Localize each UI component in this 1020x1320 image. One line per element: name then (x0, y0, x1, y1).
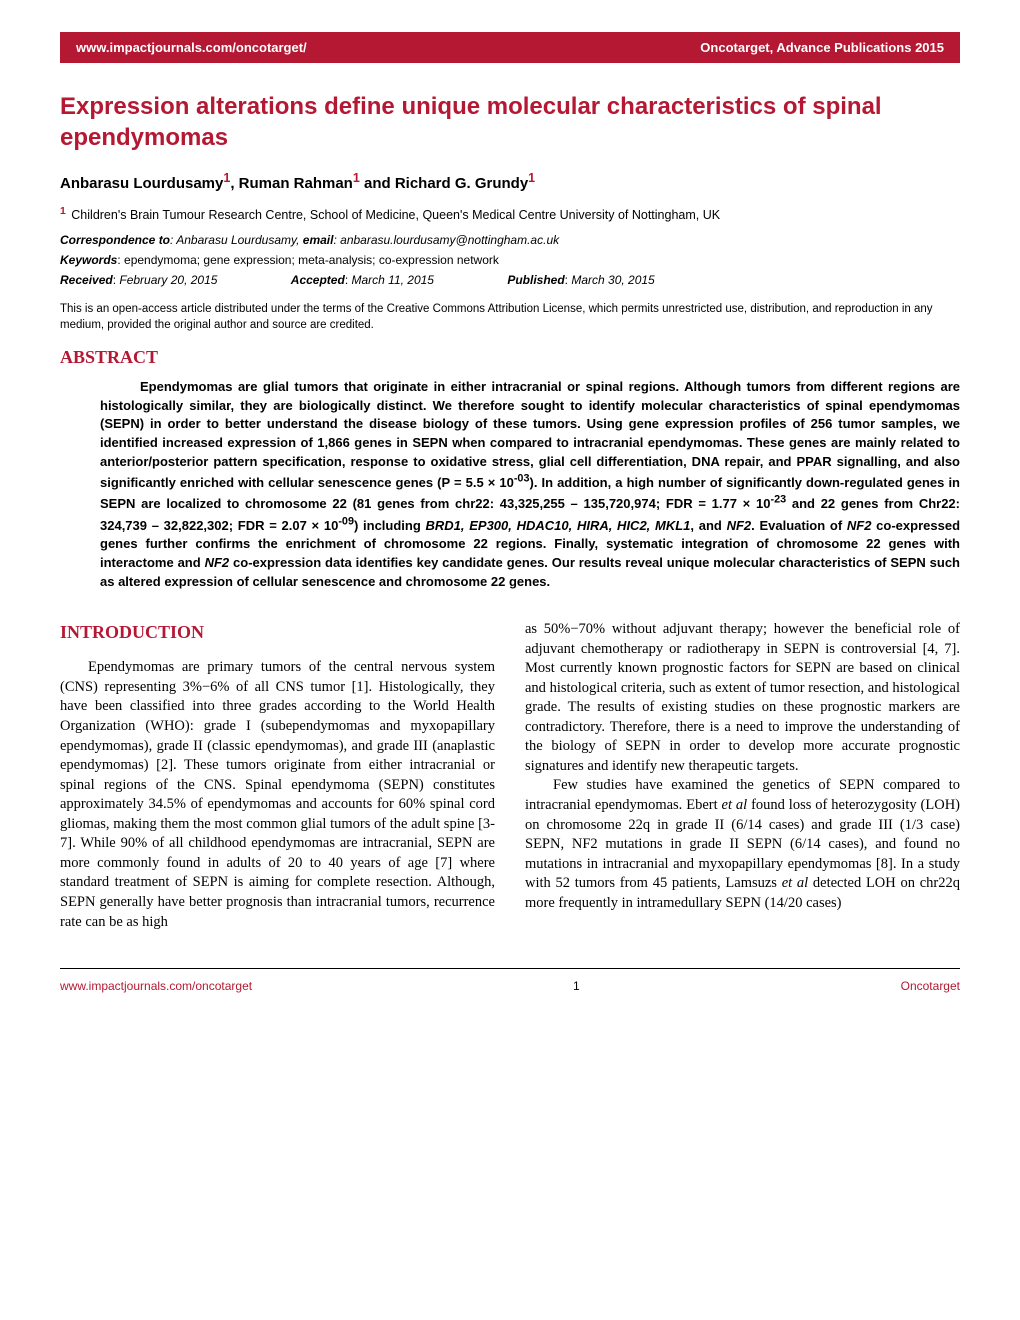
footer-page: 1 (573, 979, 580, 993)
accepted-label: Accepted (291, 273, 345, 287)
abstract-text: Ependymomas are glial tumors that origin… (100, 379, 960, 589)
email-label: email (303, 233, 334, 247)
keywords-text: ependymoma; gene expression; meta-analys… (124, 253, 499, 267)
license-text: This is an open-access article distribut… (60, 301, 960, 333)
published-label: Published (507, 273, 564, 287)
abstract-heading: ABSTRACT (60, 347, 960, 368)
received-label: Received (60, 273, 113, 287)
affil-num: 1 (60, 206, 66, 217)
page-footer: www.impactjournals.com/oncotarget 1 Onco… (60, 979, 960, 993)
keywords-label: Keywords (60, 253, 117, 267)
authors-line: Anbarasu Lourdusamy1, Ruman Rahman1 and … (60, 171, 960, 192)
body-columns: INTRODUCTION Ependymomas are primary tum… (60, 620, 960, 932)
header-url: www.impactjournals.com/oncotarget/ (76, 40, 307, 55)
col2-text: as 50%−70% without adjuvant therapy; how… (525, 620, 960, 913)
introduction-heading: INTRODUCTION (60, 620, 495, 644)
affiliation: 1 Children's Brain Tumour Research Centr… (60, 206, 960, 222)
col1-text: Ependymomas are primary tumors of the ce… (60, 658, 495, 932)
correspondence-label: Correspondence to (60, 233, 170, 247)
received-date: February 20, 2015 (119, 273, 217, 287)
footer-url: www.impactjournals.com/oncotarget (60, 979, 252, 993)
correspondence-line: Correspondence to: Anbarasu Lourdusamy, … (60, 233, 960, 247)
article-title: Expression alterations define unique mol… (60, 91, 960, 153)
dates-line: Received: February 20, 2015 Accepted: Ma… (60, 273, 960, 287)
affil-text: Children's Brain Tumour Research Centre,… (71, 209, 720, 223)
header-pub: Oncotarget, Advance Publications 2015 (700, 40, 944, 55)
column-right: as 50%−70% without adjuvant therapy; how… (525, 620, 960, 932)
column-left: INTRODUCTION Ependymomas are primary tum… (60, 620, 495, 932)
accepted-date: March 11, 2015 (351, 273, 434, 287)
footer-rule (60, 968, 960, 969)
published-date: March 30, 2015 (571, 273, 654, 287)
journal-header-bar: www.impactjournals.com/oncotarget/ Oncot… (60, 32, 960, 63)
footer-journal: Oncotarget (901, 979, 960, 993)
correspondence-name: Anbarasu Lourdusamy, (176, 233, 299, 247)
abstract-body: Ependymomas are glial tumors that origin… (60, 378, 960, 592)
keywords-line: Keywords: ependymoma; gene expression; m… (60, 253, 960, 267)
correspondence-email: anbarasu.lourdusamy@nottingham.ac.uk (340, 233, 559, 247)
